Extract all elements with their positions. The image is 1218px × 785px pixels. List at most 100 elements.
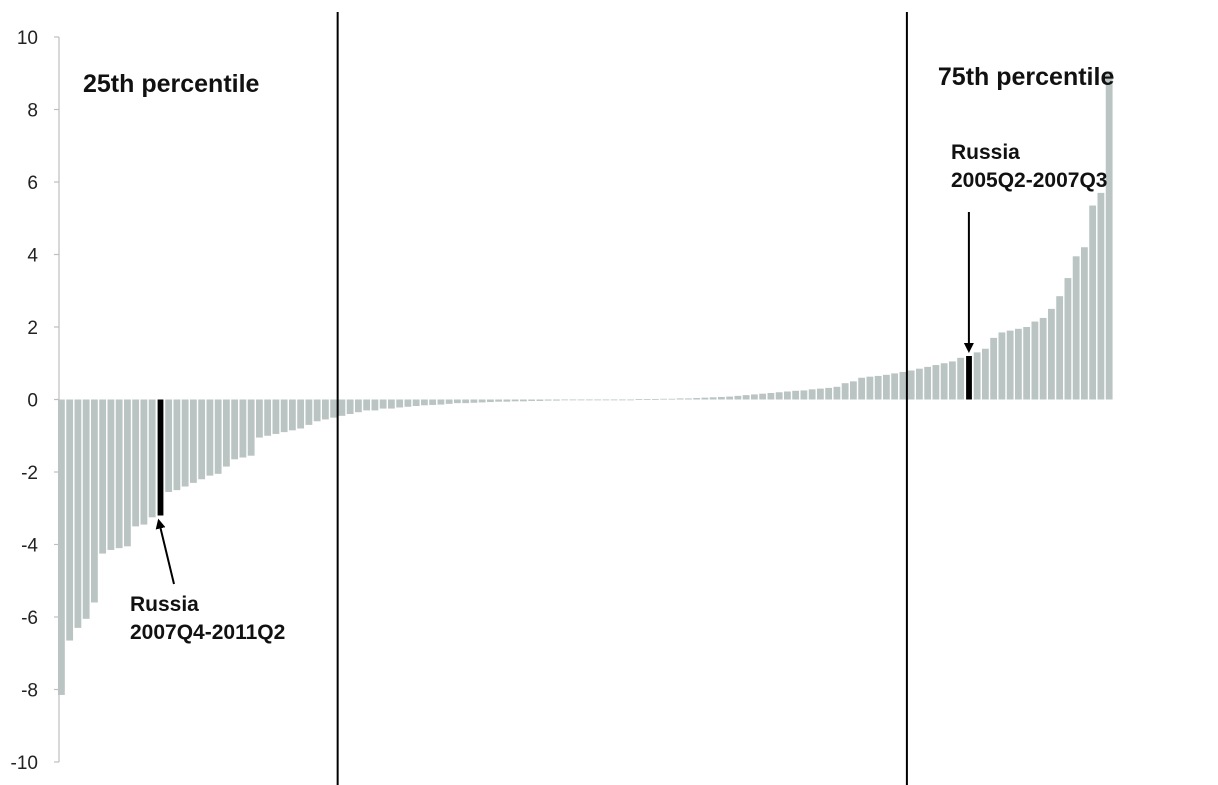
bar	[371, 399, 379, 411]
bar-highlight	[157, 399, 164, 516]
y-tick-label: 6	[27, 173, 38, 194]
bar	[841, 383, 849, 400]
bar	[379, 399, 387, 409]
bar	[932, 365, 940, 400]
bar	[289, 399, 296, 431]
y-tick-label: -2	[21, 463, 38, 484]
bar	[553, 399, 560, 401]
bar	[454, 399, 461, 404]
bar	[536, 399, 544, 401]
bar	[949, 361, 956, 400]
bar	[775, 392, 783, 400]
bar	[701, 397, 709, 400]
bar	[462, 399, 470, 404]
bar	[272, 399, 280, 434]
bar	[817, 388, 824, 400]
bar	[759, 393, 767, 400]
bar	[74, 399, 82, 628]
bar	[1097, 192, 1105, 400]
y-tick-label: -8	[21, 681, 38, 702]
bar	[148, 399, 156, 518]
bar	[190, 399, 197, 483]
bar	[91, 399, 98, 603]
bar	[1015, 328, 1022, 400]
bar	[511, 399, 519, 402]
bar	[388, 399, 395, 409]
bar	[751, 394, 758, 400]
bar	[726, 396, 734, 400]
bar	[1081, 247, 1088, 400]
bar	[924, 366, 932, 400]
bar	[313, 399, 321, 422]
bar	[907, 370, 915, 400]
bar	[1072, 256, 1080, 400]
bar	[891, 373, 899, 400]
bar	[660, 398, 668, 400]
bar	[396, 399, 404, 408]
bar	[899, 371, 907, 400]
bar	[693, 398, 701, 400]
bar	[957, 357, 965, 400]
bar	[132, 399, 140, 527]
arrow-annotation	[155, 518, 175, 585]
bar	[173, 399, 181, 491]
bar	[429, 399, 437, 405]
bar	[115, 399, 123, 549]
bar-highlight	[966, 356, 972, 400]
bar	[1089, 205, 1097, 400]
bar	[808, 389, 816, 400]
bar	[520, 399, 527, 402]
bar	[239, 399, 247, 458]
y-tick-label: -6	[21, 608, 38, 629]
annotations: Russia 2007Q4-2011Q2 Russia 2005Q2-2007Q3	[130, 141, 1107, 644]
bar	[635, 399, 643, 400]
bar	[66, 399, 74, 641]
bar	[198, 399, 206, 480]
bar	[1031, 321, 1039, 400]
annotation-label: Russia	[951, 141, 1020, 164]
bar	[247, 399, 255, 456]
bars	[58, 71, 1113, 695]
bar	[577, 399, 585, 401]
annotation-label: 2007Q4-2011Q2	[130, 621, 285, 644]
bar	[1105, 71, 1113, 400]
bar	[652, 399, 659, 400]
bar	[784, 391, 791, 400]
bar	[445, 399, 453, 404]
bar	[1064, 278, 1072, 400]
percentile-label: 75th percentile	[938, 63, 1115, 91]
bar	[181, 399, 189, 487]
bar	[165, 399, 173, 492]
bar	[973, 352, 981, 400]
bar	[330, 399, 338, 418]
bar	[594, 399, 602, 401]
bar	[718, 396, 725, 400]
bar	[998, 332, 1006, 400]
bar	[883, 374, 890, 400]
bar	[561, 399, 569, 401]
bar	[800, 390, 808, 400]
bar	[850, 381, 857, 400]
bar	[569, 399, 577, 401]
y-tick-label: 4	[27, 246, 38, 267]
bar	[1048, 308, 1055, 400]
bar	[231, 399, 239, 460]
bar	[264, 399, 272, 436]
bar	[916, 368, 923, 400]
y-tick-label: 10	[17, 28, 38, 49]
bar	[256, 399, 263, 438]
bar	[586, 399, 593, 401]
bar	[437, 399, 445, 405]
bar	[338, 399, 346, 416]
bar	[767, 392, 775, 400]
bar	[404, 399, 412, 407]
bar	[619, 399, 626, 401]
bar	[1039, 317, 1047, 400]
bar	[833, 386, 841, 400]
bar	[668, 398, 676, 400]
bar	[478, 399, 486, 403]
bar	[627, 399, 635, 401]
bar	[685, 398, 692, 400]
bar	[470, 399, 478, 403]
